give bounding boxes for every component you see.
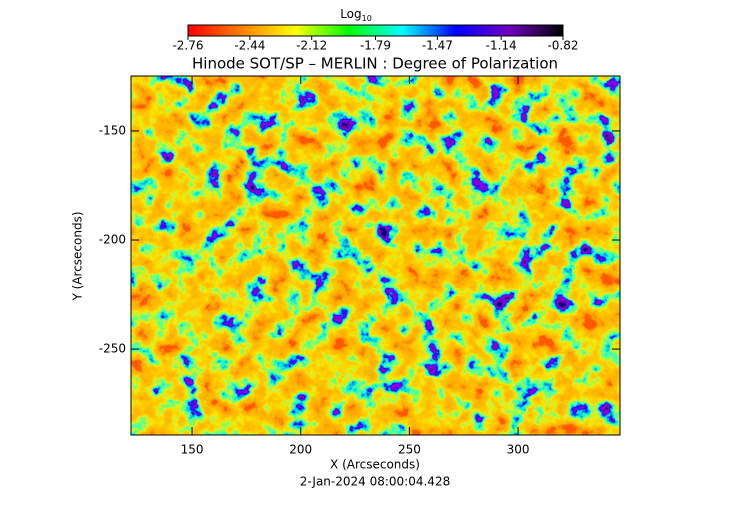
y-tick-label: -250 bbox=[99, 342, 126, 356]
x-tick-label: 150 bbox=[181, 443, 204, 457]
colorbar-tick-label: -0.82 bbox=[547, 39, 578, 53]
x-tick-label: 250 bbox=[398, 443, 421, 457]
colorbar-label: Log10 bbox=[340, 7, 372, 23]
colorbar-tick-label: -2.76 bbox=[172, 39, 203, 53]
colorbar-tick-label: -2.12 bbox=[296, 39, 327, 53]
colorbar-tick-label: -1.47 bbox=[422, 39, 453, 53]
x-axis-label: X (Arcseconds) bbox=[330, 458, 420, 472]
date-label: 2-Jan-2024 08:00:04.428 bbox=[300, 475, 450, 489]
colorbar bbox=[187, 24, 564, 37]
colorbar-tick-label: -2.44 bbox=[234, 39, 265, 53]
y-tick-label: -200 bbox=[99, 233, 126, 247]
colorbar-label-main: Log bbox=[340, 7, 361, 21]
plot-frame bbox=[130, 75, 621, 436]
colorbar-label-sub: 10 bbox=[362, 14, 372, 23]
solar-image bbox=[131, 76, 620, 435]
y-tick-label: -150 bbox=[99, 123, 126, 137]
colorbar-tick-label: -1.79 bbox=[360, 39, 391, 53]
x-tick-label: 300 bbox=[507, 443, 530, 457]
y-axis-label: Y (Arcseconds) bbox=[71, 211, 85, 301]
chart-title: Hinode SOT/SP – MERLIN : Degree of Polar… bbox=[192, 55, 558, 73]
x-tick-label: 200 bbox=[289, 443, 312, 457]
colorbar-tick-label: -1.14 bbox=[486, 39, 517, 53]
